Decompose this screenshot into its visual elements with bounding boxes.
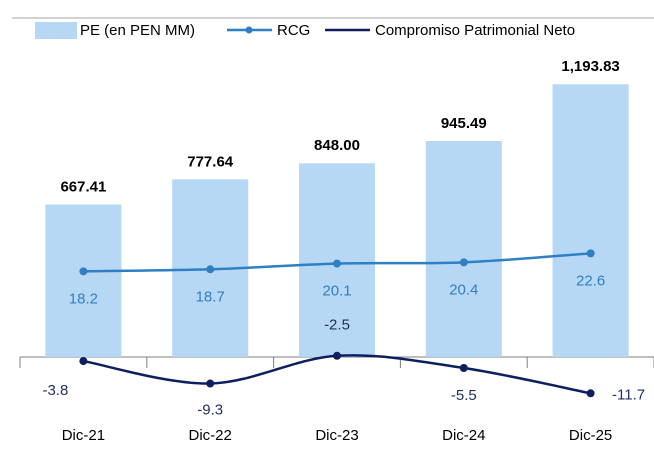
bar xyxy=(425,140,502,357)
x-tick-label: Dic-24 xyxy=(442,427,485,444)
line-value-label: -3.8 xyxy=(42,382,68,399)
line-value-label: 20.4 xyxy=(449,281,478,298)
line-value-label: 18.2 xyxy=(69,290,98,307)
legend-label: Compromiso Patrimonial Neto xyxy=(375,22,575,39)
line-value-label: -11.7 xyxy=(612,386,645,403)
line-marker xyxy=(586,249,595,258)
line-value-label: -5.5 xyxy=(451,387,477,404)
bar-value-label: 667.41 xyxy=(60,178,106,195)
x-tick-label: Dic-22 xyxy=(189,427,232,444)
legend-marker xyxy=(245,26,253,34)
x-tick-label: Dic-23 xyxy=(315,427,358,444)
line xyxy=(83,354,591,395)
line-marker xyxy=(586,389,595,398)
bar-value-label: 945.49 xyxy=(441,115,487,132)
x-tick-label: Dic-25 xyxy=(569,427,612,444)
line-value-label: 18.7 xyxy=(196,288,225,305)
bar-value-label: 777.64 xyxy=(187,153,234,170)
bar-value-label: 848.00 xyxy=(314,137,360,154)
line-value-label: 20.1 xyxy=(322,283,351,300)
legend-swatch xyxy=(35,22,77,39)
line-value-label: -9.3 xyxy=(197,401,223,418)
line-marker xyxy=(333,351,341,360)
bar-value-label: 1,193.83 xyxy=(561,58,619,75)
x-tick-label: Dic-21 xyxy=(62,427,105,444)
bar xyxy=(552,84,629,357)
bar xyxy=(45,204,122,357)
line-marker xyxy=(459,364,468,373)
line-marker xyxy=(333,259,341,268)
line-marker xyxy=(459,258,468,267)
line-marker xyxy=(206,265,215,274)
line-marker xyxy=(206,379,215,388)
line-value-label: -2.5 xyxy=(324,317,350,334)
legend-label: PE (en PEN MM) xyxy=(80,22,195,39)
line-value-label: 22.6 xyxy=(576,272,605,289)
line-marker xyxy=(79,267,88,276)
legend-label: RCG xyxy=(277,22,310,39)
line-marker xyxy=(79,357,88,366)
